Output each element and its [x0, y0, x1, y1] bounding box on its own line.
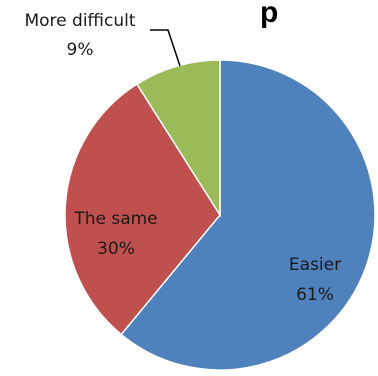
chart-title-fragment: p	[260, 0, 278, 29]
slice-value-easier: 61%	[296, 285, 334, 305]
pie-slice-more-difficult	[135, 59, 221, 218]
slice-value-more-difficult: 9%	[67, 40, 94, 60]
slice-label-easier: Easier	[289, 255, 341, 275]
slice-value-the-same: 30%	[97, 239, 135, 259]
labels-layer: Easier 61% The same 30% More difficult 9%	[24, 11, 341, 305]
slice-label-the-same: The same	[73, 209, 157, 229]
pie-slice-easier	[120, 59, 376, 371]
slices-layer	[64, 59, 376, 371]
leader-line	[150, 29, 181, 67]
slice-label-more-difficult: More difficult	[24, 11, 135, 31]
pie-slice-the-same	[64, 83, 221, 336]
